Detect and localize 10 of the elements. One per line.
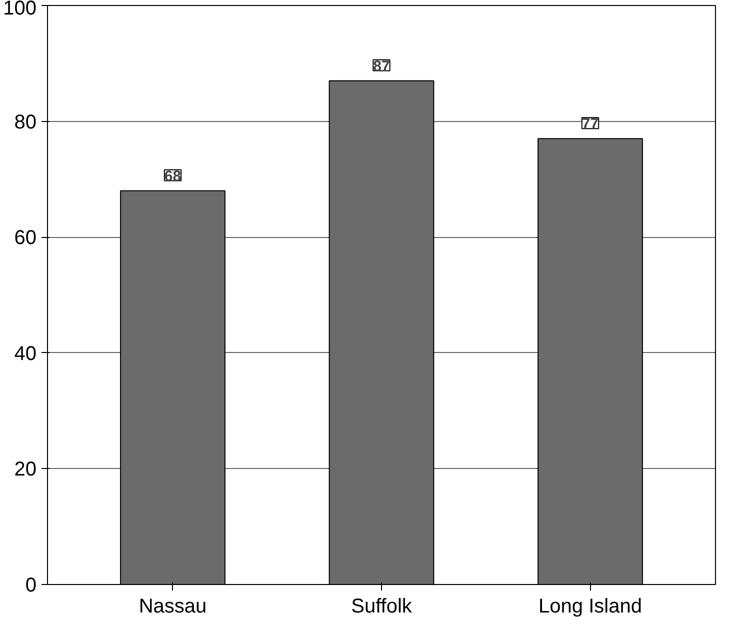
- y-tick-label: 0: [25, 574, 36, 596]
- x-tick-label: Nassau: [138, 596, 207, 618]
- y-tick-label: 40: [14, 342, 37, 365]
- data-label: 77: [582, 116, 599, 133]
- x-tick-label: Long Island: [538, 596, 642, 618]
- y-tick-label: 80: [14, 111, 37, 134]
- y-tick-label: 60: [14, 227, 37, 250]
- x-tick-label: Suffolk: [351, 596, 413, 618]
- y-tick-label: 100: [3, 0, 37, 20]
- y-tick-label: 20: [14, 458, 37, 481]
